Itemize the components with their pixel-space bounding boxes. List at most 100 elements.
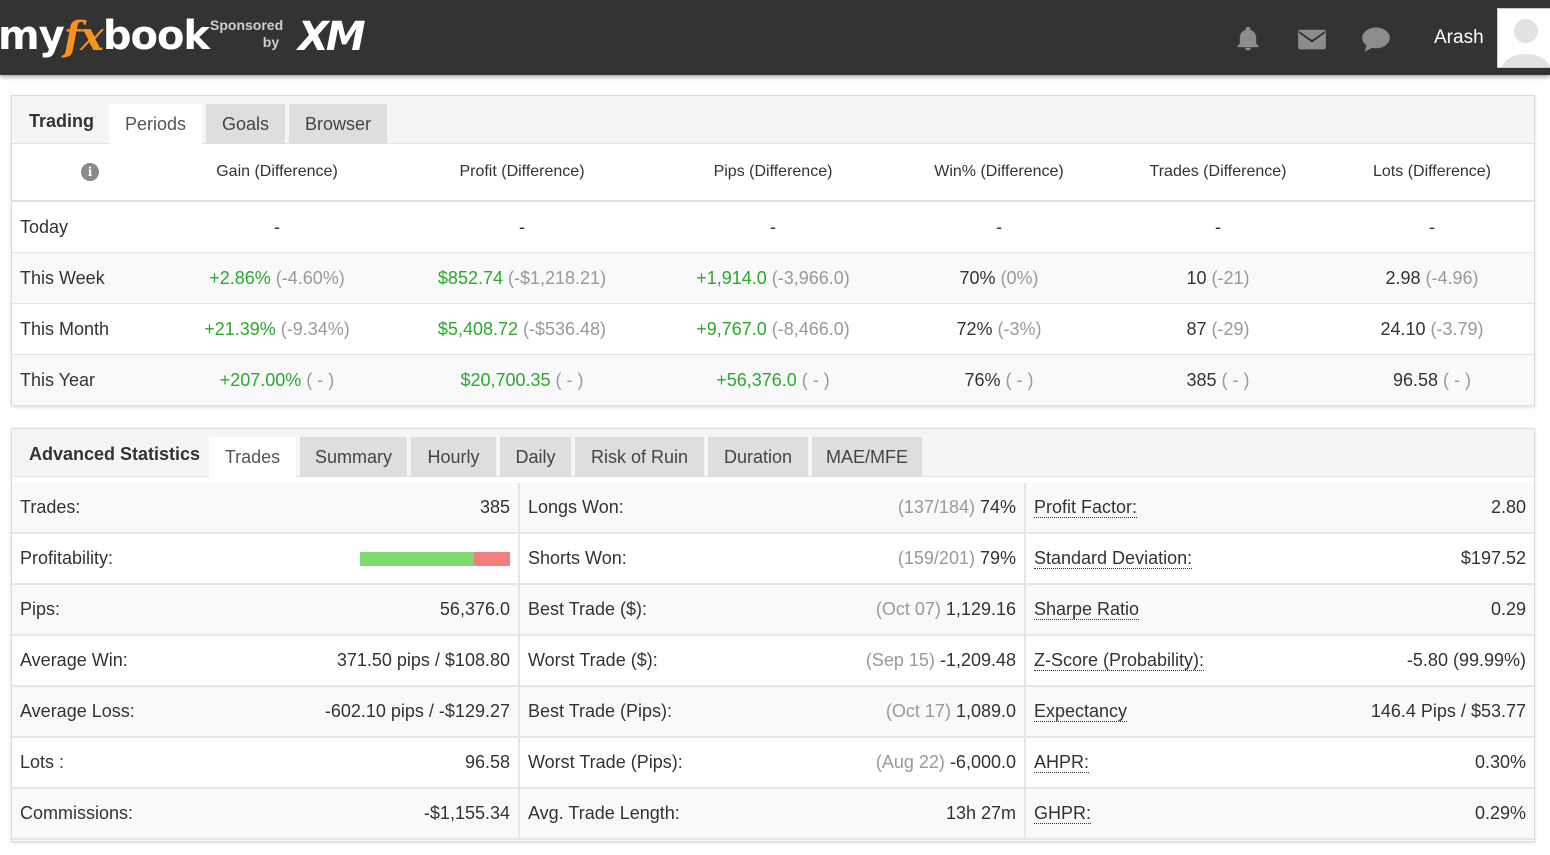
col-profit[interactable]: Profit (Difference) xyxy=(459,163,585,180)
profitability-loss-fill xyxy=(474,551,510,566)
stat-label-text: Worst Trade (Pips): xyxy=(528,752,683,772)
username[interactable]: Arash xyxy=(1434,27,1484,48)
stat-value-text: 0.30% xyxy=(1474,752,1526,772)
profitability-win-fill xyxy=(360,551,474,566)
stat-label-text[interactable]: Sharpe Ratio xyxy=(1034,599,1140,620)
stat-cell: Expectancy 146.4 Pips / $53.77 xyxy=(1024,687,1534,736)
period-value: $5,408.72 xyxy=(437,318,518,339)
tab-daily[interactable]: Daily xyxy=(500,437,571,477)
period-pips-cell: - xyxy=(653,202,893,252)
logo-my: my xyxy=(0,13,65,59)
period-difference: (-3.79) xyxy=(1430,318,1484,339)
stat-cell: Sharpe Ratio 0.29 xyxy=(1024,585,1534,634)
tab-periods[interactable]: Periods xyxy=(109,104,202,144)
stat-label-text: Average Win: xyxy=(20,650,128,670)
tab-mae-mfe[interactable]: MAE/MFE xyxy=(812,437,922,477)
xm-sponsor-logo[interactable]: XM xyxy=(298,14,366,60)
period-value: 24.10 xyxy=(1380,318,1426,339)
col-gain[interactable]: Gain (Difference) xyxy=(216,163,338,180)
col-pips[interactable]: Pips (Difference) xyxy=(713,163,833,180)
period-value: 76% xyxy=(964,369,1001,390)
stat-cell: Average Win: 371.50 pips / $108.80 xyxy=(12,636,518,685)
stat-label[interactable]: Expectancy xyxy=(1034,687,1128,736)
trading-panel-header: Trading Periods Goals Browser xyxy=(12,96,1534,144)
period-value: +1,914.0 xyxy=(696,267,767,288)
period-value: 10 xyxy=(1186,267,1207,288)
stat-label[interactable]: Standard Deviation: xyxy=(1034,534,1193,583)
stat-label-text: Profitability: xyxy=(20,548,114,568)
stat-value: 56,376.0 xyxy=(440,585,510,634)
stat-value: 146.4 Pips / $53.77 xyxy=(1371,687,1526,736)
col-trades[interactable]: Trades (Difference) xyxy=(1149,163,1287,180)
stat-label: Profitability: xyxy=(20,534,113,583)
stat-value-text: 56,376.0 xyxy=(439,599,510,619)
period-value: - xyxy=(519,216,525,237)
stat-label-text: Best Trade ($): xyxy=(528,599,648,619)
user-avatar-icon[interactable] xyxy=(1497,8,1550,68)
period-difference: (-21) xyxy=(1211,267,1250,288)
top-navbar: my fx book Sponsored by XM Arash xyxy=(0,0,1550,75)
stat-detail: (Oct 07) xyxy=(875,599,941,619)
period-difference: ( - ) xyxy=(306,369,335,390)
period-difference: (0%) xyxy=(1000,267,1039,288)
stat-value: 0.29 xyxy=(1491,585,1526,634)
stat-value-text: 371.50 pips / $108.80 xyxy=(336,650,510,670)
stat-label[interactable]: Z-Score (Probability): xyxy=(1034,636,1205,685)
stat-value: 385 xyxy=(480,483,510,532)
stat-label-text[interactable]: Standard Deviation: xyxy=(1034,548,1193,569)
tab-duration[interactable]: Duration xyxy=(708,437,808,477)
period-profit-cell: $5,408.72 (-$536.48) xyxy=(402,304,642,354)
logo-fx: fx xyxy=(63,12,104,60)
col-win[interactable]: Win% (Difference) xyxy=(934,163,1064,180)
stat-label: Best Trade (Pips): xyxy=(528,687,672,736)
period-value: 385 xyxy=(1186,369,1217,390)
period-profit-cell: $852.74 (-$1,218.21) xyxy=(402,253,642,303)
stat-value: (Aug 22) -6,000.0 xyxy=(876,738,1016,787)
tab-summary[interactable]: Summary xyxy=(300,437,407,477)
stats-row: Average Loss: -602.10 pips / -$129.27 Best… xyxy=(12,687,1534,738)
period-value: +9,767.0 xyxy=(696,318,767,339)
tab-goals[interactable]: Goals xyxy=(206,104,285,144)
advanced-panel-header: Advanced Statistics Trades Summary Hourl… xyxy=(12,429,1534,477)
stat-label-text[interactable]: Profit Factor: xyxy=(1034,497,1138,518)
stat-cell: Lots : 96.58 xyxy=(12,738,518,787)
stat-label: Shorts Won: xyxy=(528,534,627,583)
stat-label-text[interactable]: AHPR: xyxy=(1034,752,1090,773)
stat-value-text: -$1,155.34 xyxy=(423,803,510,823)
stat-value: 96.58 xyxy=(465,738,510,787)
stat-label[interactable]: Sharpe Ratio xyxy=(1034,585,1140,634)
period-difference: (-29) xyxy=(1211,318,1250,339)
stat-detail: (159/201) xyxy=(897,548,975,568)
stat-cell: Worst Trade ($): (Sep 15) -1,209.48 xyxy=(518,636,1024,685)
period-gain-cell: +21.39% (-9.34%) xyxy=(157,304,397,354)
tab-trades[interactable]: Trades xyxy=(209,437,296,477)
info-icon[interactable]: i xyxy=(81,163,99,181)
periods-header-row: i Gain (Difference) Profit (Difference) … xyxy=(12,144,1534,202)
period-value: - xyxy=(1215,216,1221,237)
stat-detail: (137/184) xyxy=(897,497,975,517)
tab-hourly[interactable]: Hourly xyxy=(411,437,496,477)
stat-label-text[interactable]: Expectancy xyxy=(1034,701,1128,722)
stat-value-text: 0.29 xyxy=(1490,599,1526,619)
stat-label-text[interactable]: GHPR: xyxy=(1034,803,1092,824)
period-lots-cell: 2.98 (-4.96) xyxy=(1312,253,1550,303)
tab-risk-of-ruin[interactable]: Risk of Ruin xyxy=(575,437,704,477)
stat-label[interactable]: AHPR: xyxy=(1034,738,1090,787)
stat-label: Best Trade ($): xyxy=(528,585,647,634)
stats-row: Average Win: 371.50 pips / $108.80 Worst T… xyxy=(12,636,1534,687)
info-icon-cell[interactable]: i xyxy=(80,144,100,200)
stat-label-text[interactable]: Z-Score (Probability): xyxy=(1034,650,1205,671)
period-win-cell: - xyxy=(879,202,1119,252)
myfxbook-logo[interactable]: my fx book xyxy=(0,6,210,66)
stat-cell: Longs Won: (137/184) 74% xyxy=(518,483,1024,532)
chat-icon[interactable] xyxy=(1361,25,1390,53)
envelope-icon[interactable] xyxy=(1297,25,1326,53)
col-lots[interactable]: Lots (Difference) xyxy=(1373,163,1491,180)
stat-cell: Average Loss: -602.10 pips / -$129.27 xyxy=(12,687,518,736)
period-value: - xyxy=(1429,216,1435,237)
stat-label[interactable]: Profit Factor: xyxy=(1034,483,1138,532)
bell-icon[interactable] xyxy=(1234,25,1262,53)
tab-browser[interactable]: Browser xyxy=(289,104,387,144)
stat-label[interactable]: GHPR: xyxy=(1034,789,1092,838)
stat-cell: Shorts Won: (159/201) 79% xyxy=(518,534,1024,583)
